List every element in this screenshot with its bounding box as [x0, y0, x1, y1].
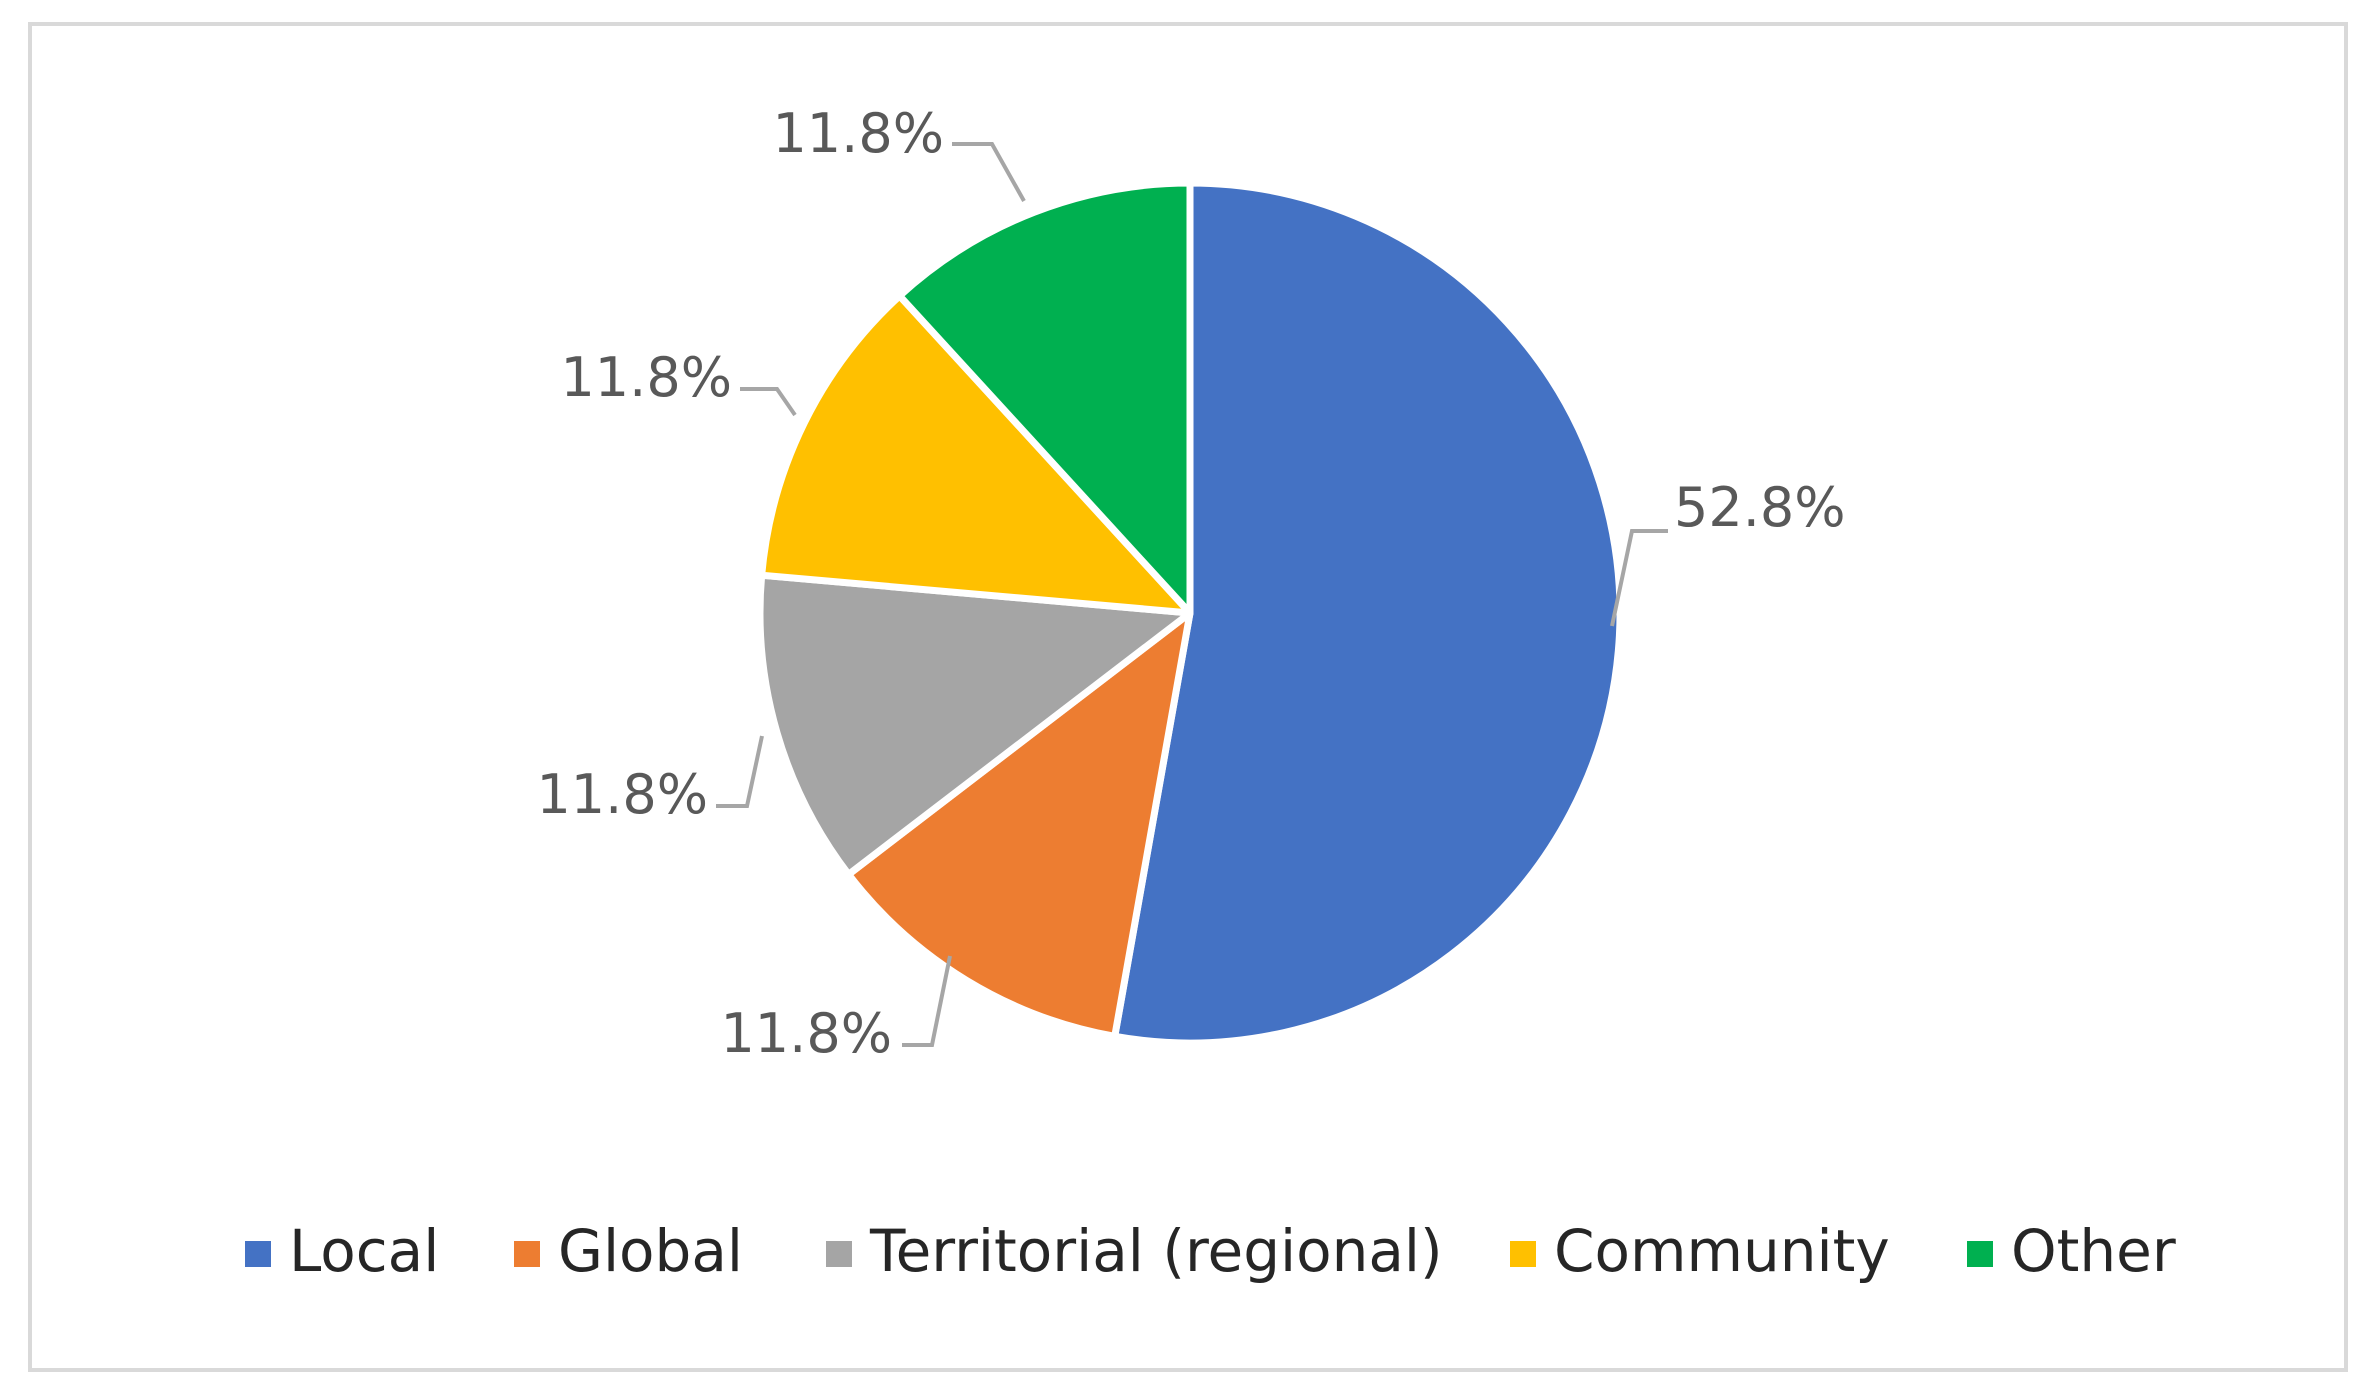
- legend-label-local: Local: [289, 1217, 439, 1285]
- data-label-community: 11.8%: [560, 346, 732, 409]
- pie-slice-global: [845, 609, 1194, 1040]
- legend-swatch-other: [1967, 1241, 1993, 1267]
- legend-label-global: Global: [558, 1217, 743, 1285]
- legend-swatch-global: [514, 1241, 540, 1267]
- data-label-territorial-regional: 11.8%: [536, 763, 708, 826]
- data-labels: 52.8% 11.8% 11.8% 11.8% 11.8%: [536, 102, 1845, 1065]
- data-label-other: 11.8%: [772, 102, 944, 165]
- pie-slice-community: [758, 292, 1194, 617]
- leader-line-other: [952, 142, 1026, 202]
- leader-line-local: [1610, 529, 1668, 627]
- legend-swatch-community: [1510, 1241, 1536, 1267]
- pie-slice-local: [1111, 179, 1624, 1047]
- pie-chart: 52.8% 11.8% 11.8% 11.8% 11.8% Local Global Ter…: [245, 102, 2176, 1285]
- legend-label-territorial-regional: Territorial (regional): [869, 1217, 1443, 1285]
- legend-swatch-territorial-regional: [826, 1241, 852, 1267]
- pie-slice-other: [896, 179, 1194, 617]
- legend: Local Global Territorial (regional) Communi…: [245, 1217, 2176, 1285]
- pie-slice-territorial-regional: [756, 571, 1194, 878]
- leader-lines: [716, 142, 1668, 1047]
- legend-label-community: Community: [1554, 1217, 1890, 1285]
- legend-label-other: Other: [2011, 1217, 2176, 1285]
- pie-slices: [756, 179, 1624, 1047]
- chart-frame: 52.8% 11.8% 11.8% 11.8% 11.8% Local Global Ter…: [28, 22, 2348, 1372]
- leader-line-community: [740, 387, 797, 417]
- data-label-local: 52.8%: [1674, 476, 1846, 539]
- leader-line-territorial-regional: [716, 735, 764, 808]
- legend-swatch-local: [245, 1241, 271, 1267]
- data-label-global: 11.8%: [720, 1002, 892, 1065]
- leader-line-global: [902, 955, 952, 1047]
